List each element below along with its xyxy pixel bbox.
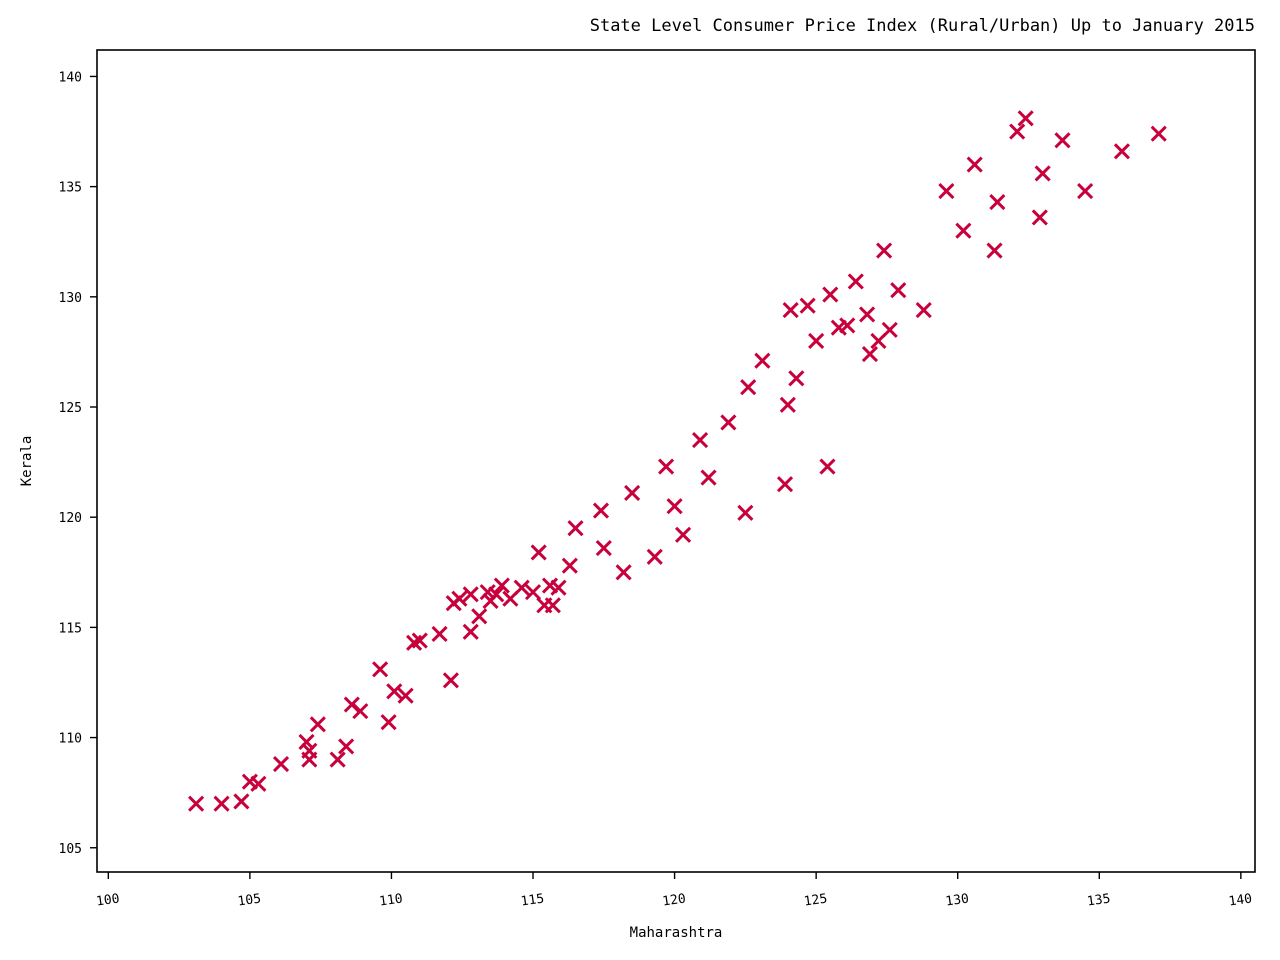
data-point-marker (624, 484, 641, 502)
x-axis-label: Maharashtra (630, 925, 723, 941)
x-tick-label: 120 (661, 891, 686, 909)
data-point-marker (188, 795, 205, 812)
data-point-marker (666, 498, 683, 515)
data-point-marker (776, 476, 794, 493)
data-point-marker (338, 738, 355, 755)
data-point-marker (550, 579, 567, 596)
data-point-marker (298, 733, 315, 751)
data-point-marker (808, 332, 825, 349)
x-tick-label: 100 (95, 891, 120, 909)
data-point-marker (1009, 123, 1026, 140)
data-point-marker (488, 586, 505, 603)
data-point-marker (372, 661, 389, 678)
y-tick-label: 110 (59, 732, 82, 747)
data-points (188, 110, 1167, 812)
data-point-marker (561, 557, 578, 574)
data-point-marker (462, 623, 479, 640)
data-point-marker (822, 286, 839, 303)
data-point-marker (544, 597, 561, 614)
data-point-marker (966, 156, 983, 173)
data-point-marker (329, 751, 346, 768)
data-point-marker (938, 182, 955, 200)
data-point-marker (1077, 182, 1094, 200)
data-point-marker (431, 625, 448, 643)
data-point-marker (442, 672, 459, 689)
data-point-marker (352, 703, 369, 720)
data-point-marker (782, 301, 799, 319)
data-point-marker (530, 544, 547, 561)
y-tick-label: 125 (59, 401, 82, 416)
data-point-marker (692, 432, 709, 449)
data-point-marker (592, 502, 610, 519)
data-point-marker (876, 242, 893, 259)
data-point-marker (1034, 165, 1051, 182)
data-point-marker (658, 458, 675, 475)
axis-ticks: 100 105 110 115 120 125 130 135 140 105 110 115 120 1… (59, 70, 1254, 909)
data-point-marker (1113, 143, 1130, 160)
y-tick-label: 130 (59, 291, 82, 306)
data-point-marker (462, 586, 479, 603)
y-tick-label: 135 (59, 181, 82, 196)
plot-area-frame (96, 49, 1256, 873)
data-point-marker (380, 714, 397, 731)
x-tick-label: 115 (520, 891, 545, 909)
y-tick-label: 120 (59, 511, 82, 526)
data-point-marker (847, 273, 864, 290)
x-tick-label: 105 (237, 891, 262, 909)
y-tick-label: 105 (59, 842, 82, 857)
data-point-marker (451, 590, 468, 607)
data-point-marker (309, 716, 326, 733)
data-point-marker (986, 242, 1003, 259)
data-point-marker (471, 608, 488, 625)
data-point-marker (397, 687, 414, 704)
data-point-marker (881, 321, 898, 338)
data-point-marker (493, 577, 510, 594)
data-point-marker (513, 579, 530, 596)
data-point-marker (301, 742, 318, 759)
data-point-marker (955, 222, 972, 239)
data-point-marker (386, 683, 403, 700)
data-point-marker (799, 297, 816, 314)
data-point-marker (737, 504, 754, 521)
x-tick-label: 130 (945, 891, 970, 909)
data-point-marker (675, 526, 692, 543)
data-point-marker (615, 564, 632, 581)
data-point-marker (233, 793, 250, 810)
x-tick-label: 125 (803, 891, 828, 909)
x-tick-label: 135 (1086, 891, 1111, 909)
data-point-marker (1031, 209, 1048, 226)
y-axis-label: Kerala (19, 436, 35, 487)
data-point-marker (861, 346, 879, 363)
data-point-marker (1054, 132, 1071, 149)
data-point-marker (779, 396, 796, 413)
chart-title: State Level Consumer Price Index (Rural/… (589, 16, 1255, 36)
data-point-marker (819, 458, 836, 475)
x-tick-label: 140 (1228, 891, 1253, 909)
data-point-marker (646, 548, 663, 565)
data-point-marker (272, 755, 290, 773)
data-point-marker (890, 282, 907, 299)
data-point-marker (1150, 125, 1167, 142)
y-tick-label: 140 (59, 70, 82, 85)
data-point-marker (1017, 110, 1034, 127)
data-point-marker (740, 379, 757, 396)
data-point-marker (989, 193, 1006, 211)
data-point-marker (915, 301, 932, 319)
data-point-marker (250, 775, 267, 792)
data-point-marker (839, 317, 856, 334)
data-point-marker (595, 539, 612, 557)
data-point-marker (411, 632, 428, 649)
data-point-marker (213, 795, 230, 812)
data-point-marker (720, 414, 737, 431)
data-point-marker (700, 469, 717, 486)
data-point-marker (567, 520, 584, 537)
x-tick-label: 110 (378, 891, 403, 909)
data-point-marker (788, 370, 805, 387)
data-point-marker (754, 352, 771, 369)
data-point-marker (859, 306, 876, 323)
data-point-marker (524, 584, 542, 601)
y-tick-label: 115 (59, 621, 82, 636)
